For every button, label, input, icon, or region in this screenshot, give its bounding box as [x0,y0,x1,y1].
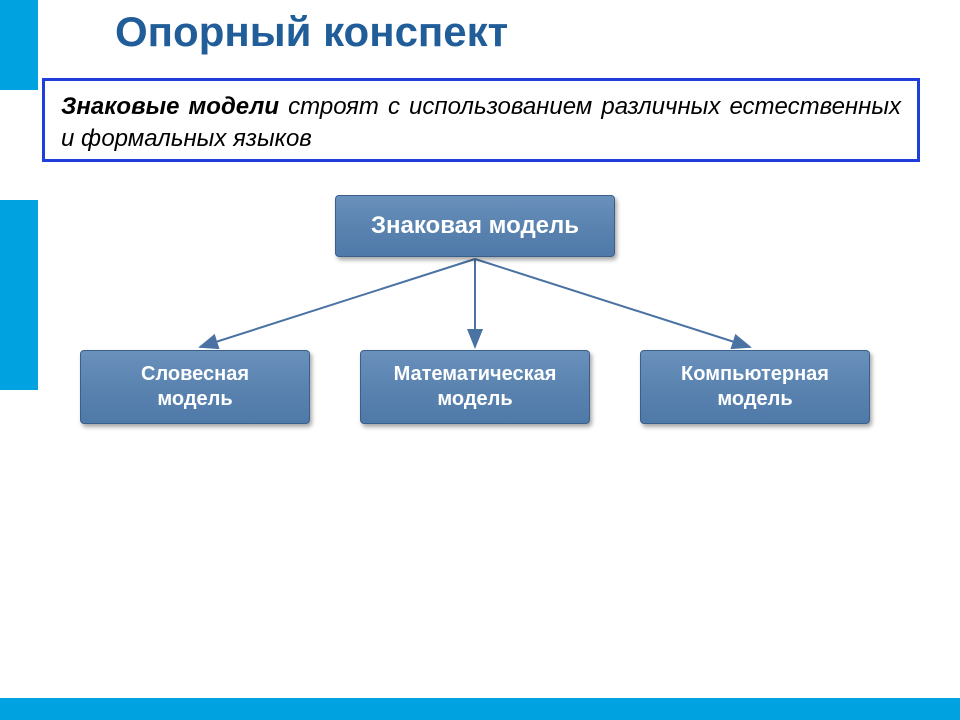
tree-child-label: Словеснаямодель [141,362,249,412]
tree-root-label: Знаковая модель [371,212,579,240]
description-lead: Знаковые модели [61,93,279,120]
tree-child-node: Компьютернаямодель [640,350,870,424]
tree-diagram: Знаковая модель Словеснаямодель Математи… [0,175,960,515]
sidebar-accent-top [0,0,38,90]
tree-root-node: Знаковая модель [335,195,615,257]
tree-child-node: Словеснаямодель [80,350,310,424]
tree-child-label: Математическаямодель [394,362,557,412]
tree-child-label: Компьютернаямодель [681,362,829,412]
description-box: Знаковые модели строят с использованием … [42,78,920,162]
tree-child-node: Математическаямодель [360,350,590,424]
bottom-accent-bar [0,698,960,720]
page-title: Опорный конспект [115,8,508,56]
